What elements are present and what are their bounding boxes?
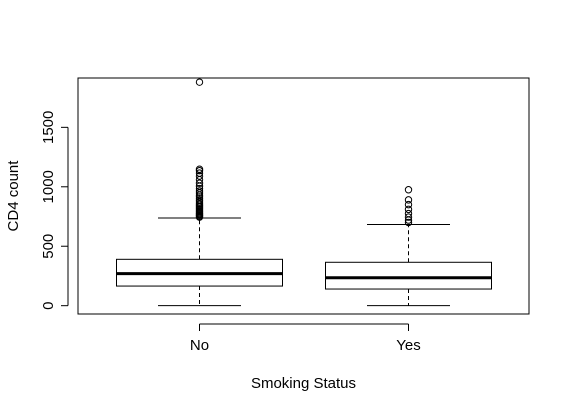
y-tick-label: 1000 <box>40 170 57 203</box>
outlier-point <box>404 186 413 194</box>
outlier-point <box>195 179 204 187</box>
outlier-point <box>404 200 413 209</box>
outlier-point <box>404 213 413 221</box>
x-tick-label: Yes <box>396 337 420 354</box>
x-tick-label: No <box>190 337 209 354</box>
boxes <box>116 78 492 307</box>
x-axis: No Yes <box>190 323 421 354</box>
y-axis: 0 500 1000 1500 <box>40 111 69 310</box>
outlier-point <box>404 209 413 218</box>
box-group <box>325 186 492 307</box>
outlier-point <box>195 184 204 193</box>
y-tick-label: 0 <box>40 302 57 310</box>
plot-border <box>77 77 530 315</box>
outlier-point <box>404 218 413 227</box>
outlier-point <box>195 187 204 195</box>
y-tick-label: 1500 <box>40 111 57 144</box>
box-group <box>116 78 283 307</box>
y-axis-label: CD4 count <box>5 160 22 232</box>
x-axis-label: Smoking Status <box>251 375 356 392</box>
iqr-box <box>325 261 492 290</box>
outlier-point <box>195 78 204 86</box>
outlier-point <box>404 205 413 214</box>
outlier-point <box>195 169 204 177</box>
outlier-point <box>404 196 413 204</box>
outlier-point <box>195 165 204 173</box>
y-tick-label: 500 <box>40 234 57 259</box>
